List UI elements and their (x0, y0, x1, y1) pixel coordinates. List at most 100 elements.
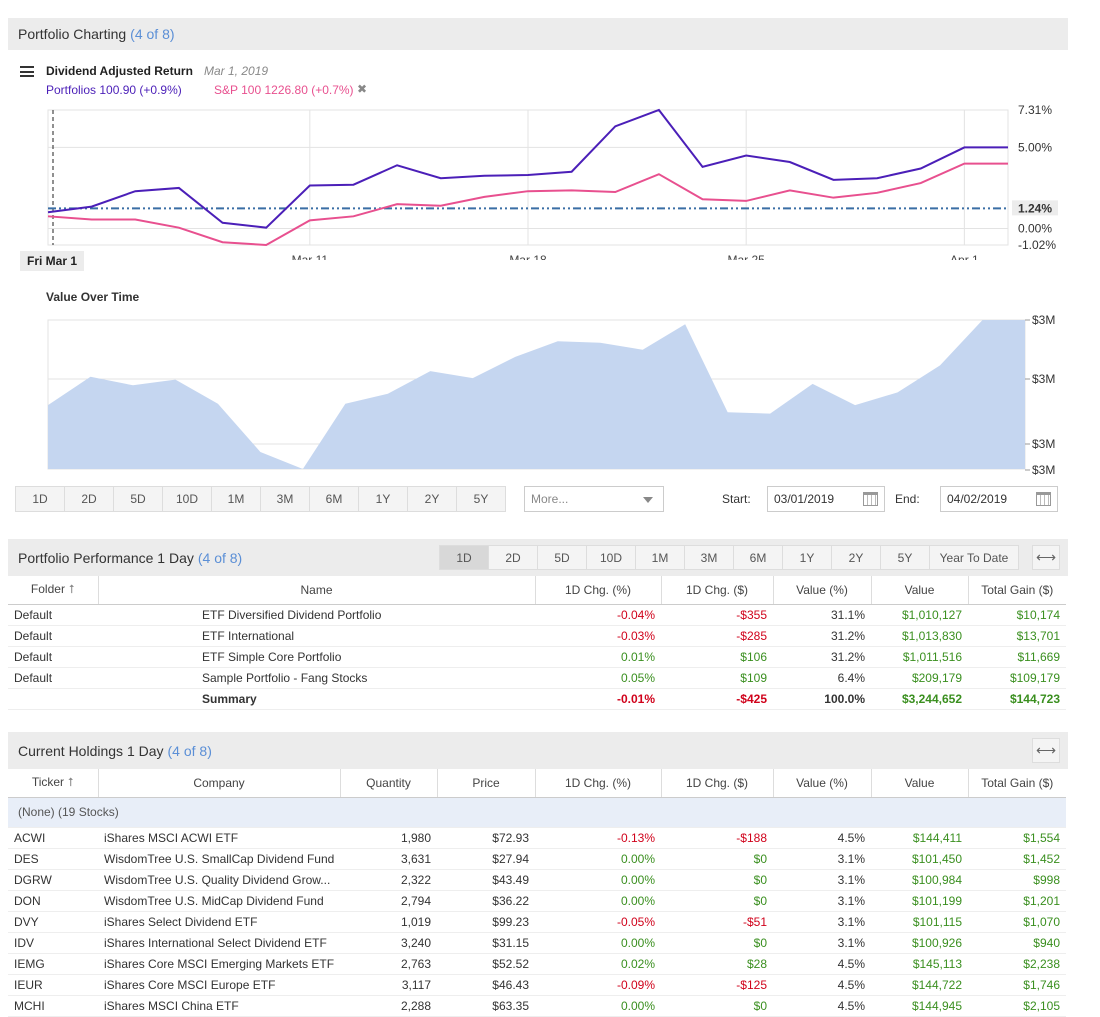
range-button[interactable]: 1M (211, 486, 261, 512)
table-row[interactable]: DON WisdomTree U.S. MidCap Dividend Fund 2… (8, 890, 1066, 912)
cell-chg_usd: $0 (661, 995, 773, 1017)
table-row[interactable]: DES WisdomTree U.S. SmallCap Dividend Fun… (8, 848, 1066, 870)
period-tab[interactable]: 1M (635, 545, 685, 570)
cell-gain: $11,669 (968, 646, 1066, 668)
table-row[interactable]: IEUR iShares Core MSCI Europe ETF 3,117 $46… (8, 974, 1066, 996)
cell-ticker: DON (8, 890, 98, 912)
holdings-panel-header: Current Holdings 1 Day (4 of 8) (8, 732, 1068, 769)
range-button[interactable]: 10D (162, 486, 212, 512)
table-row[interactable]: DVY iShares Select Dividend ETF 1,019 $99.2… (8, 911, 1066, 933)
value-over-time-title: Value Over Time (46, 290, 140, 304)
x-tick-label: Mar 25 (728, 253, 766, 260)
table-row[interactable]: IDV iShares International Select Dividend… (8, 932, 1066, 954)
table-row[interactable]: MCHI iShares MSCI China ETF 2,288 $63.35 0.0… (8, 995, 1066, 1017)
table-row[interactable]: Default Sample Portfolio - Fang Stocks 0.0… (8, 667, 1066, 689)
cell-qty: 2,322 (340, 869, 437, 891)
cell-name: ETF Simple Core Portfolio (98, 646, 535, 668)
column-header[interactable]: 1D Chg. ($) (661, 576, 774, 605)
group-row[interactable]: (None) (19 Stocks) (8, 797, 1066, 828)
period-tab[interactable]: 1D (439, 545, 489, 570)
period-tab[interactable]: 2Y (831, 545, 881, 570)
period-tab[interactable]: 2D (488, 545, 538, 570)
period-tab[interactable]: 5Y (880, 545, 930, 570)
column-header[interactable]: Price (437, 769, 536, 798)
cell-qty: 1,019 (340, 911, 437, 933)
cell-chg_usd: $109 (661, 667, 773, 689)
legend-portfolios[interactable]: Portfolios 100.90 (+0.9%) (46, 83, 182, 97)
column-header-label: Price (472, 775, 500, 790)
column-header[interactable]: Total Gain ($) (968, 769, 1066, 798)
end-date-input[interactable]: 04/02/2019 (940, 486, 1058, 512)
expand-arrows-icon[interactable]: ⟷ (1032, 738, 1060, 763)
table-row[interactable]: ACWI iShares MSCI ACWI ETF 1,980 $72.93 -0.1… (8, 827, 1066, 849)
y-tick-label: $3M (1032, 372, 1055, 386)
y-tick-label: 5.00% (1018, 140, 1052, 154)
cell-ticker: IEMG (8, 953, 98, 975)
cell-company: WisdomTree U.S. Quality Dividend Grow... (98, 869, 340, 891)
cell-gain: $940 (968, 932, 1066, 954)
x-tick-label: Mar 18 (509, 253, 547, 260)
cell-qty: 3,631 (340, 848, 437, 870)
period-tab[interactable]: 3M (684, 545, 734, 570)
cell-value_pct: 3.1% (773, 911, 871, 933)
cell-chg_pct: -0.09% (535, 974, 661, 996)
column-header[interactable]: Value (%) (773, 769, 872, 798)
cell-value: $101,450 (871, 848, 968, 870)
table-row[interactable]: Default ETF Simple Core Portfolio 0.01% $10… (8, 646, 1066, 668)
period-tab[interactable]: 10D (586, 545, 636, 570)
cell-company: WisdomTree U.S. MidCap Dividend Fund (98, 890, 340, 912)
summary-row: Summary -0.01% -$425 100.0% $3,244,652 $144,7… (8, 688, 1066, 710)
table-row[interactable]: IEMG iShares Core MSCI Emerging Markets E… (8, 953, 1066, 975)
cell-gain: $1,746 (968, 974, 1066, 996)
range-button[interactable]: 6M (309, 486, 359, 512)
cell-value: $100,926 (871, 932, 968, 954)
range-button[interactable]: 5D (113, 486, 163, 512)
cell-chg_usd: -$425 (661, 688, 773, 710)
column-header[interactable]: Company (98, 769, 341, 798)
period-tab[interactable]: 1Y (782, 545, 832, 570)
cell-chg_usd: -$125 (661, 974, 773, 996)
cell-price: $43.49 (437, 869, 535, 891)
range-button[interactable]: 5Y (456, 486, 506, 512)
remove-series-icon[interactable]: ✖ (357, 82, 368, 96)
expand-arrows-icon[interactable]: ⟷ (1032, 545, 1060, 570)
calendar-icon[interactable] (1036, 492, 1051, 506)
range-button[interactable]: 2D (64, 486, 114, 512)
column-header[interactable]: 1D Chg. (%) (535, 769, 662, 798)
cell-chg_pct: 0.00% (535, 890, 661, 912)
charting-count: (4 of 8) (130, 26, 175, 42)
group-label: (None) (19 Stocks) (8, 797, 1066, 828)
hamburger-menu-icon[interactable] (20, 66, 34, 77)
calendar-icon[interactable] (863, 492, 878, 506)
range-button[interactable]: 1D (15, 486, 65, 512)
legend-sp100[interactable]: S&P 100 1226.80 (+0.7%) (214, 83, 354, 97)
start-date-input[interactable]: 03/01/2019 (767, 486, 885, 512)
column-header[interactable]: 1D Chg. (%) (535, 576, 662, 605)
column-header[interactable]: Value (871, 576, 969, 605)
column-header[interactable]: Value (%) (773, 576, 872, 605)
column-header[interactable]: Quantity (340, 769, 438, 798)
table-row[interactable]: DGRW WisdomTree U.S. Quality Dividend Gro… (8, 869, 1066, 891)
cell-folder: Default (8, 604, 98, 626)
table-row[interactable]: Default ETF International -0.03% -$285 31.2%… (8, 625, 1066, 647)
period-tab[interactable]: 5D (537, 545, 587, 570)
table-row[interactable]: Default ETF Diversified Dividend Portfoli… (8, 604, 1066, 626)
column-header[interactable]: 1D Chg. ($) (661, 769, 774, 798)
more-range-select[interactable]: More... (524, 486, 664, 512)
column-header[interactable]: Folder ⭡ (8, 576, 99, 605)
column-header[interactable]: Total Gain ($) (968, 576, 1066, 605)
column-header[interactable]: Ticker ⭡ (8, 769, 99, 798)
portfolios-series-line (47, 108, 1008, 229)
column-header-label: Name (300, 582, 333, 597)
period-tab[interactable]: 6M (733, 545, 783, 570)
column-header[interactable]: Name (98, 576, 536, 605)
column-header[interactable]: Value (871, 769, 969, 798)
range-button[interactable]: 2Y (407, 486, 457, 512)
period-tab[interactable]: Year To Date (929, 545, 1019, 570)
end-label: End: (895, 492, 920, 506)
range-button[interactable]: 1Y (358, 486, 408, 512)
cell-chg_usd: $0 (661, 932, 773, 954)
range-button[interactable]: 3M (260, 486, 310, 512)
cell-ticker: IDV (8, 932, 98, 954)
cell-company: WisdomTree U.S. SmallCap Dividend Fund (98, 848, 340, 870)
